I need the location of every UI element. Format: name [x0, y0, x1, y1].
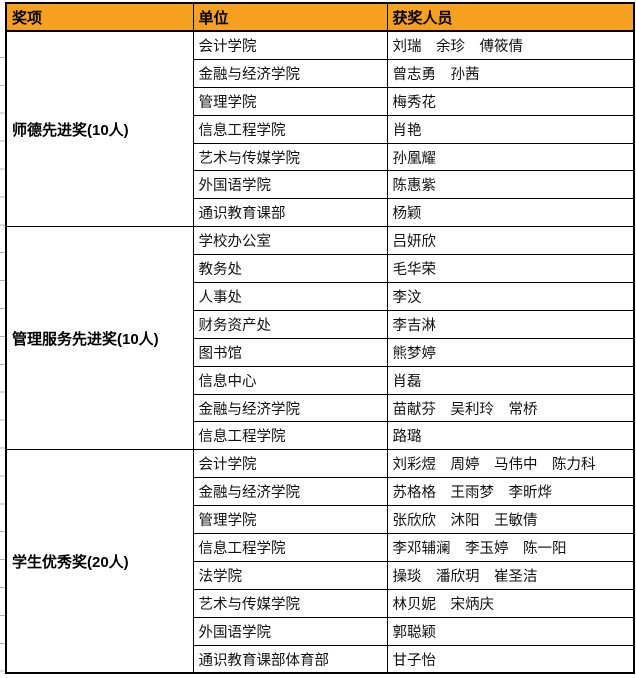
table-row: 信息工程学院 李邓辅澜 李玉婷 陈一阳: [6, 533, 635, 562]
names-cell: 吕妍欣: [386, 226, 635, 256]
table-row: 艺术与传媒学院 孙凰耀: [6, 142, 635, 172]
table-row: 信息工程学院 肖艳: [6, 114, 635, 144]
names-cell: 甘子怡: [386, 644, 635, 674]
table-row: 外国语学院 郭聪颖: [6, 616, 635, 646]
unit-cell: 外国语学院: [192, 616, 388, 646]
unit-cell: 会计学院: [192, 30, 388, 60]
unit-cell: 外国语学院: [192, 170, 388, 200]
names-cell: 杨颖: [386, 198, 635, 228]
header-winners: 获奖人员: [386, 2, 635, 32]
header-row: 奖项 单位 获奖人员: [5, 2, 635, 32]
award-cell: 学生优秀奖(20人): [5, 449, 194, 674]
names-cell: 刘瑞 余珍 傅筱倩: [386, 30, 635, 60]
unit-cell: 人事处: [192, 282, 388, 311]
unit-cell: 信息工程学院: [192, 421, 388, 451]
table-row: 信息中心 肖磊: [6, 365, 635, 395]
names-cell: 林贝妮 宋炳庆: [386, 588, 635, 618]
unit-cell: 学校办公室: [192, 226, 388, 256]
names-cell: 操琰 潘欣玥 崔圣洁: [386, 560, 635, 590]
award-cell: 师德先进奖(10人): [5, 30, 194, 228]
table-row: 人事处 李汶: [6, 282, 635, 311]
table-row: 图书馆 熊梦婷: [6, 337, 635, 367]
unit-cell: 信息中心: [192, 365, 388, 395]
table-row: 信息工程学院 路璐: [6, 421, 635, 451]
awards-table-wrap: 奖项 单位 获奖人员 师德先进奖(10人) 会计学院 刘瑞 余珍 傅筱倩 金融与…: [5, 2, 635, 675]
unit-cell: 管理学院: [192, 86, 388, 116]
table-row: 教务处 毛华荣: [6, 254, 635, 284]
names-cell: 苏格格 王雨梦 李昕烨: [386, 477, 635, 507]
unit-cell: 图书馆: [192, 337, 388, 367]
table-row: 金融与经济学院 苗献芬 吴利玲 常桥: [6, 393, 635, 423]
table-row: 管理服务先进奖(10人) 学校办公室 吕妍欣: [5, 226, 635, 451]
names-cell: 孙凰耀: [386, 142, 635, 172]
unit-cell: 财务资产处: [192, 309, 388, 339]
names-cell: 刘彩煜 周婷 马伟中 陈力科: [386, 449, 635, 479]
table-row: 通识教育课部 杨颖: [6, 198, 635, 228]
unit-cell: 金融与经济学院: [192, 58, 388, 88]
names-cell: 肖磊: [386, 365, 635, 395]
unit-cell: 艺术与传媒学院: [192, 142, 388, 172]
award-cell: 管理服务先进奖(10人): [5, 226, 194, 451]
names-cell: 肖艳: [386, 114, 635, 144]
names-cell: 梅秀花: [386, 86, 635, 116]
table-row: 学生优秀奖(20人) 会计学院 刘彩煜 周婷 马伟中 陈力科: [5, 449, 635, 674]
unit-cell: 艺术与传媒学院: [192, 588, 388, 618]
names-cell: 郭聪颖: [386, 616, 635, 646]
header-unit: 单位: [192, 2, 388, 32]
names-cell: 曾志勇 孙茜: [386, 58, 635, 88]
table-row: 通识教育课部体育部 甘子怡: [6, 644, 635, 674]
unit-cell: 会计学院: [192, 449, 388, 479]
names-cell: 路璐: [386, 421, 635, 451]
unit-cell: 信息工程学院: [192, 114, 388, 144]
names-cell: 李邓辅澜 李玉婷 陈一阳: [386, 533, 635, 562]
names-cell: 毛华荣: [386, 254, 635, 284]
unit-cell: 通识教育课部: [192, 198, 388, 228]
table-row: 外国语学院 陈惠紫: [6, 170, 635, 200]
unit-cell: 信息工程学院: [192, 533, 388, 562]
names-cell: 张欣欣 沐阳 王敏倩: [386, 505, 635, 535]
unit-cell: 法学院: [192, 560, 388, 590]
unit-cell: 通识教育课部体育部: [192, 644, 388, 674]
table-row: 师德先进奖(10人) 会计学院 刘瑞 余珍 傅筱倩: [5, 30, 635, 228]
table-row: 法学院 操琰 潘欣玥 崔圣洁: [6, 560, 635, 590]
table-row: 金融与经济学院 曾志勇 孙茜: [6, 58, 635, 88]
table-row: 管理学院 梅秀花: [6, 86, 635, 116]
unit-cell: 金融与经济学院: [192, 477, 388, 507]
unit-cell: 金融与经济学院: [192, 393, 388, 423]
unit-cell: 管理学院: [192, 505, 388, 535]
names-cell: 陈惠紫: [386, 170, 635, 200]
awards-table: 奖项 单位 获奖人员 师德先进奖(10人) 会计学院 刘瑞 余珍 傅筱倩 金融与…: [5, 2, 635, 675]
names-cell: 熊梦婷: [386, 337, 635, 367]
grid-stub-lines: [0, 30, 5, 674]
unit-cell: 教务处: [192, 254, 388, 284]
names-cell: 李汶: [386, 282, 635, 311]
header-award: 奖项: [5, 2, 194, 32]
names-cell: 李吉淋: [386, 309, 635, 339]
names-cell: 苗献芬 吴利玲 常桥: [386, 393, 635, 423]
